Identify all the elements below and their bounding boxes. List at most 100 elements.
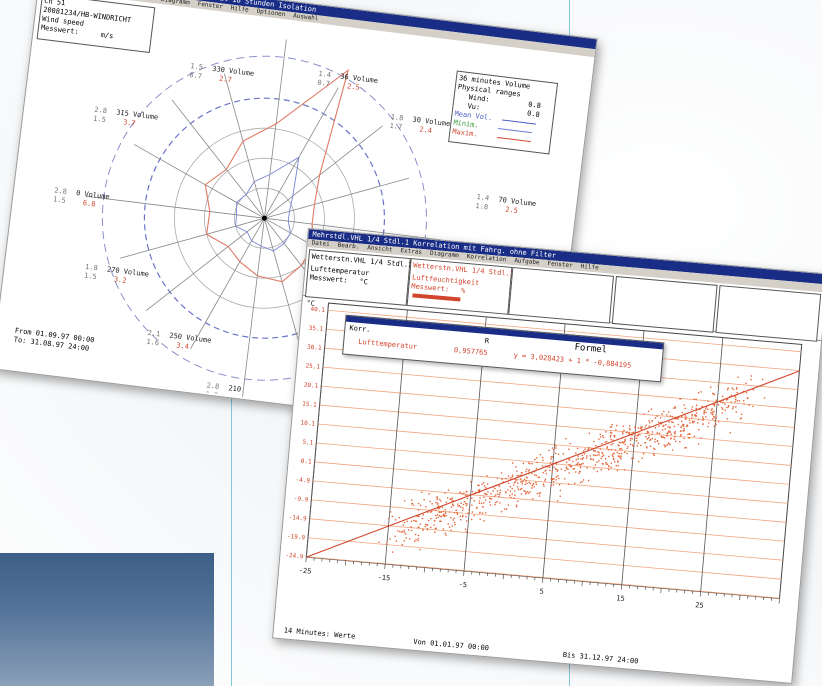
- scatter-point: [641, 428, 643, 430]
- scatter-point: [653, 448, 656, 451]
- scatter-point: [447, 523, 450, 525]
- scatter-point: [532, 483, 535, 486]
- scatter-point: [509, 490, 512, 493]
- scatter-point: [436, 498, 439, 501]
- scatter-point: [694, 413, 696, 416]
- scatter-point: [450, 506, 453, 508]
- scatter-y-unit: °C: [306, 299, 315, 308]
- scatter-point: [513, 497, 515, 499]
- scatter-point: [624, 443, 626, 446]
- scatter-point: [461, 515, 464, 518]
- scatter-point: [616, 451, 619, 454]
- scatter-point: [707, 400, 709, 403]
- scatter-point: [578, 470, 581, 473]
- scatter-point: [685, 446, 688, 449]
- scatter-point: [606, 447, 608, 449]
- scatter-point: [465, 520, 468, 522]
- scatter-point: [410, 529, 413, 532]
- radar-spoke-12: [264, 39, 287, 219]
- scatter-point: [442, 510, 445, 513]
- scatter-point: [435, 527, 438, 530]
- scatter-point: [551, 471, 553, 473]
- scatter-point: [444, 508, 446, 511]
- scatter-point: [662, 424, 665, 427]
- scatter-point: [713, 425, 715, 427]
- scatter-point: [700, 437, 702, 440]
- scatter-point: [666, 432, 669, 435]
- scatter-point: [489, 504, 492, 506]
- scatter-point: [661, 429, 664, 431]
- scatter-point: [748, 404, 750, 407]
- scatter-point: [666, 444, 668, 446]
- scatter-point: [426, 524, 429, 526]
- scatter-point: [666, 434, 669, 437]
- scatter-point: [466, 503, 468, 505]
- scatter-point: [403, 540, 406, 542]
- scatter-point: [463, 500, 466, 503]
- scatter-point: [645, 436, 647, 438]
- scatter-point: [431, 502, 433, 505]
- scatter-point: [581, 458, 584, 460]
- scatter-point: [640, 444, 642, 447]
- scatter-point: [637, 427, 640, 429]
- scatter-point: [683, 404, 685, 406]
- scatter-point: [721, 412, 723, 414]
- scatter-point: [681, 411, 684, 414]
- scatter-point: [582, 462, 584, 465]
- scatter-point: [731, 387, 733, 389]
- scatter-point: [597, 451, 599, 453]
- scatter-point: [618, 455, 621, 458]
- radar-label-v2: 1.5: [93, 115, 107, 124]
- scatter-point: [693, 398, 696, 401]
- radar-label-v1: 1.4: [318, 70, 332, 79]
- radar-label-name: 250 Volume: [169, 332, 212, 345]
- scatter-point: [407, 529, 410, 531]
- scatter-point: [689, 422, 691, 424]
- scatter-point: [701, 405, 703, 408]
- radar-label-v2: 0.7: [317, 79, 331, 88]
- scatter-point: [445, 514, 447, 517]
- scatter-point: [488, 501, 491, 503]
- scatter-point: [480, 502, 483, 505]
- scatter-point: [466, 497, 469, 500]
- radar-label-red: 2.5: [347, 82, 361, 91]
- scatter-point: [483, 520, 485, 522]
- scatter-ytick-9: -4.9: [295, 476, 310, 484]
- scatter-point: [410, 503, 413, 505]
- scatter-point: [724, 403, 726, 405]
- scatter-point: [649, 439, 651, 442]
- scatter-point: [610, 448, 613, 451]
- scatter-vgrid-5: [700, 337, 724, 592]
- scatter-point: [612, 442, 614, 445]
- scatter-point: [536, 457, 538, 459]
- scatter-point: [707, 408, 709, 411]
- scatter-point: [511, 474, 514, 476]
- scatter-point: [507, 482, 510, 485]
- radar-label-red: 2.4: [419, 125, 433, 134]
- radar-label-v1: 2.8: [54, 186, 68, 195]
- scatter-point: [661, 413, 664, 415]
- scatter-point: [577, 455, 580, 458]
- scatter-points: [378, 375, 766, 553]
- scatter-point: [564, 469, 567, 472]
- radar-max-polygon: [204, 68, 350, 283]
- scatter-point: [703, 413, 705, 415]
- scatter-point: [496, 500, 498, 503]
- scatter-point: [713, 405, 716, 407]
- scatter-point: [460, 492, 462, 495]
- scatter-point: [503, 508, 506, 510]
- scatter-point: [470, 518, 473, 521]
- scatter-point: [496, 490, 499, 492]
- scatter-xtick-3: 5: [539, 588, 544, 596]
- scatter-point: [403, 531, 406, 534]
- radar-spoke-7: [119, 217, 265, 259]
- scatter-point: [669, 415, 672, 417]
- scatter-point: [596, 461, 598, 463]
- radar-label-v1: 1.4: [476, 193, 490, 202]
- scatter-point: [726, 398, 729, 401]
- scatter-point: [654, 417, 657, 419]
- scatter-point: [592, 459, 594, 461]
- scatter-point: [534, 458, 536, 461]
- scatter-point: [520, 493, 523, 495]
